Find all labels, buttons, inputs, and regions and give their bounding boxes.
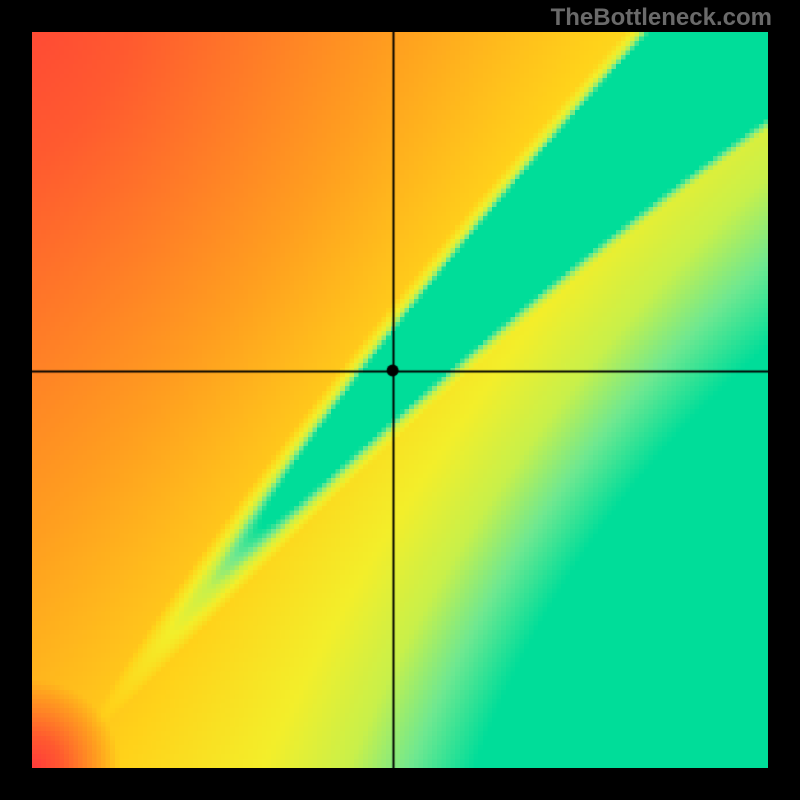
chart-stage: TheBottleneck.com bbox=[0, 0, 800, 800]
attribution-text: TheBottleneck.com bbox=[551, 4, 772, 32]
crosshair-overlay bbox=[32, 32, 768, 768]
